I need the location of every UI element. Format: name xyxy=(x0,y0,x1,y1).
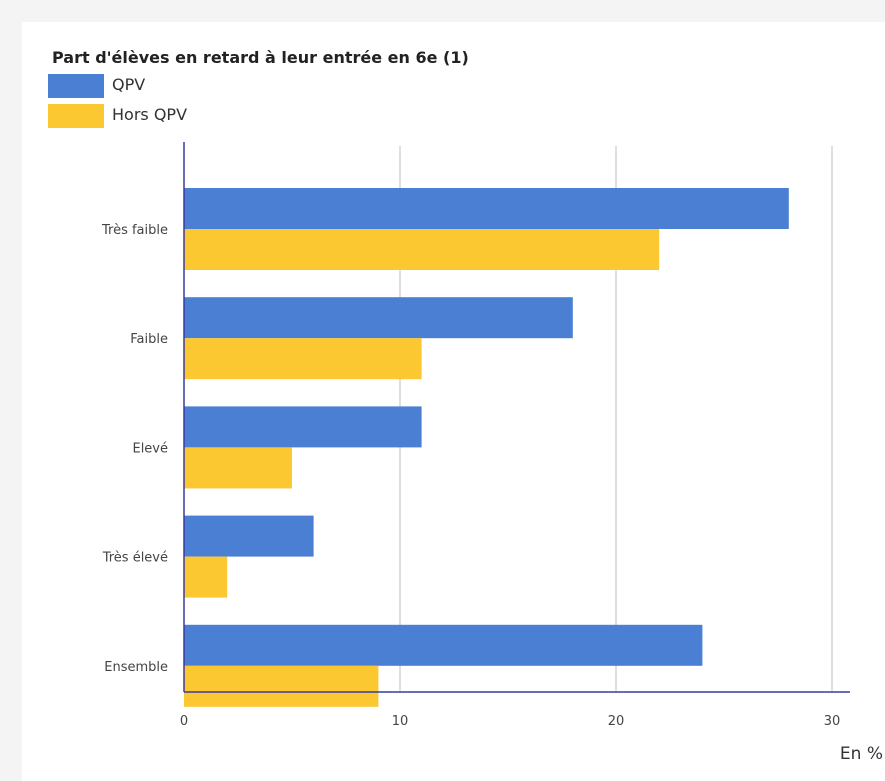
chart-card: Part d'élèves en retard à leur entrée en… xyxy=(22,22,885,781)
x-tick-label-20: 20 xyxy=(608,714,625,729)
x-tick-label-30: 30 xyxy=(824,714,841,729)
legend-swatch-hors-qpv xyxy=(48,104,104,128)
bar-qpv-3 xyxy=(184,515,314,557)
bar-qpv-4 xyxy=(184,624,703,666)
x-tick-label-0: 0 xyxy=(180,714,188,729)
category-label-0: Très faible xyxy=(101,223,168,238)
chart-title: Part d'élèves en retard à leur entrée en… xyxy=(52,48,469,67)
category-label-4: Ensemble xyxy=(104,660,168,675)
category-label-3: Très élevé xyxy=(102,551,168,566)
unit-label: En % xyxy=(839,744,883,764)
bar-hors-qpv-3 xyxy=(184,556,228,598)
bar-chart: Très faible Faible Elevé Très élevé Ensemble… xyxy=(101,142,850,729)
category-label-1: Faible xyxy=(130,332,168,347)
bar-hors-qpv-4 xyxy=(184,665,379,707)
legend-label-hors-qpv: Hors QPV xyxy=(112,105,188,124)
x-tick-label-10: 10 xyxy=(392,714,409,729)
bar-hors-qpv-2 xyxy=(184,447,292,489)
bar-hors-qpv-0 xyxy=(184,229,660,270)
bar-qpv-1 xyxy=(184,297,573,339)
bar-hors-qpv-1 xyxy=(184,338,422,380)
bar-qpv-2 xyxy=(184,406,422,448)
legend-swatch-qpv xyxy=(48,74,104,98)
legend-label-qpv: QPV xyxy=(112,75,146,94)
bar-qpv-0 xyxy=(184,188,789,229)
category-label-2: Elevé xyxy=(132,441,168,456)
